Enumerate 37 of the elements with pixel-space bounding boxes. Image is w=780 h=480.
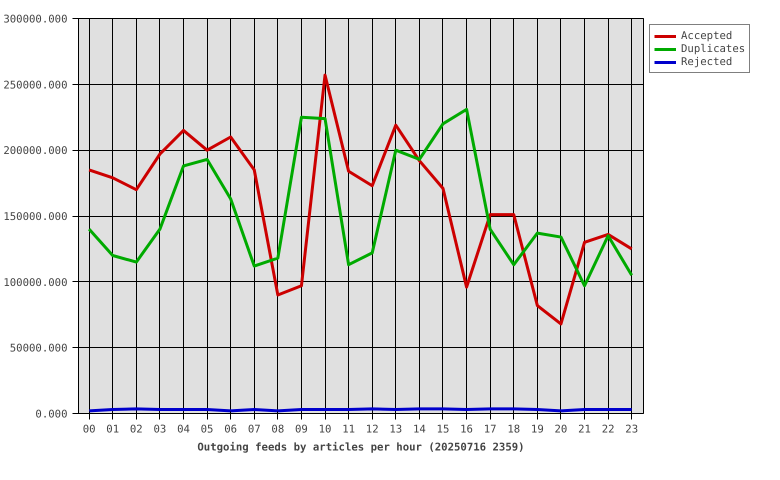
x-tick-label: 11 <box>342 422 356 436</box>
x-tick-label: 00 <box>82 422 96 436</box>
y-tick-label: 300000.000 <box>3 12 68 26</box>
x-tick-label: 23 <box>625 422 638 436</box>
x-tick-label: 14 <box>412 422 426 436</box>
x-tick-label: 17 <box>484 422 497 436</box>
x-tick-label: 18 <box>507 422 520 436</box>
x-tick-label: 06 <box>224 422 238 436</box>
x-tick-label: 15 <box>436 422 450 436</box>
y-tick-label: 150000.000 <box>3 210 68 223</box>
x-tick-label: 01 <box>106 422 120 436</box>
x-tick-label: 20 <box>554 422 568 436</box>
x-tick-label: 03 <box>153 422 166 436</box>
x-tick-label: 08 <box>271 422 284 436</box>
y-tick-label: 200000.000 <box>3 144 68 158</box>
x-tick-label: 12 <box>366 422 379 436</box>
x-tick-label: 04 <box>177 422 190 436</box>
x-tick-label: 09 <box>295 422 308 436</box>
x-tick-label: 21 <box>578 422 591 436</box>
y-tick-label: 50000.000 <box>10 342 68 355</box>
legend-label: Rejected <box>681 55 732 68</box>
legend-label: Duplicates <box>681 42 746 55</box>
x-axis-title: Outgoing feeds by articles per hour (20250716 2359) <box>197 440 525 454</box>
x-tick-label: 19 <box>530 422 544 436</box>
x-tick-label: 16 <box>460 422 473 436</box>
y-tick-label: 0.000 <box>35 408 68 420</box>
y-tick-label: 250000.000 <box>3 78 68 92</box>
y-tick-label: 100000.000 <box>3 276 68 289</box>
x-tick-label: 02 <box>130 422 143 436</box>
line-series <box>88 74 634 326</box>
x-tick-label: 05 <box>200 422 214 436</box>
line-series <box>88 108 634 288</box>
x-tick-label: 10 <box>318 422 332 436</box>
x-tick-label: 07 <box>248 422 261 436</box>
x-tick-label: 22 <box>602 422 615 436</box>
x-tick-label: 13 <box>389 422 402 436</box>
legend-label: Accepted <box>681 29 732 42</box>
